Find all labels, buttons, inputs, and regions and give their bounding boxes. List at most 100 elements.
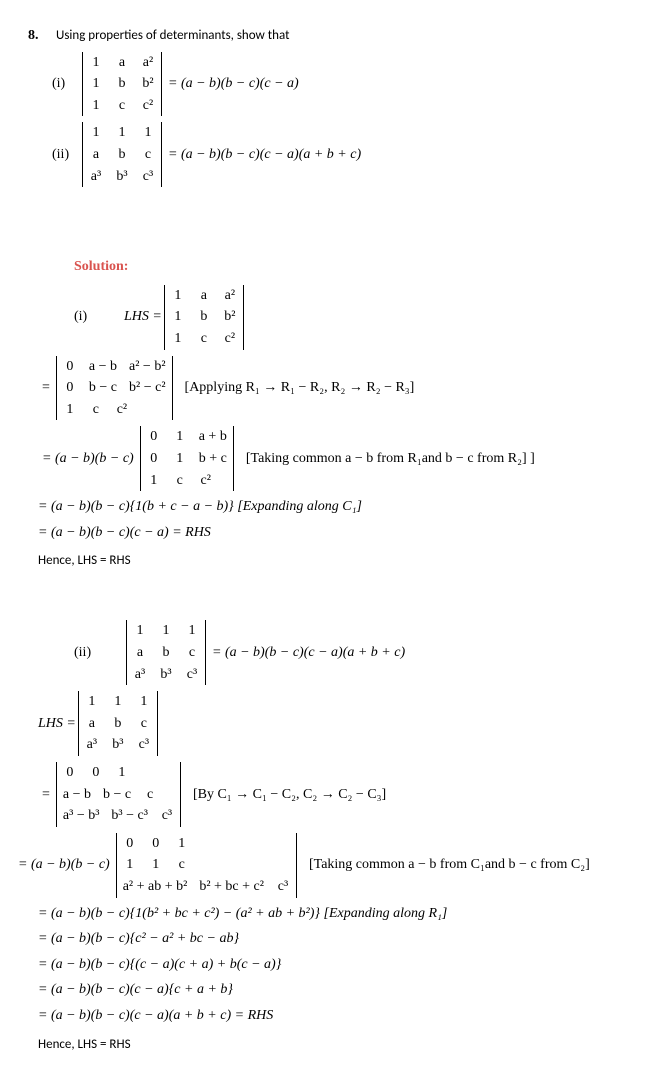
restate-rhs: = (a − b)(b − c)(c − a)(a + b + c) xyxy=(212,643,405,663)
cell: a xyxy=(79,713,105,735)
part-i-rhs: = (a − b)(b − c)(c − a) xyxy=(168,74,299,94)
cell: a³ − b³ xyxy=(57,805,106,827)
cell: 1 xyxy=(167,448,193,470)
sol-ii-det2: 001 11c a² + ab + b²b² + bc + c²c³ xyxy=(116,833,297,898)
cell: 0 xyxy=(57,356,83,378)
step1-prefix: = xyxy=(42,378,50,398)
cell: c xyxy=(135,144,161,166)
hence-i: Hence, LHS = RHS xyxy=(38,552,641,570)
part-i-sol-label: (i) xyxy=(74,307,124,327)
lhs-label: LHS = xyxy=(124,307,162,327)
cell: a − b xyxy=(83,356,123,378)
sol-i-det1: 0a − ba² − b² 0b − cb² − c² 1cc² xyxy=(56,356,173,421)
question-det-ii: 111 abc a³b³c³ xyxy=(82,122,162,187)
cell: c xyxy=(109,95,135,117)
sol-ii-restate-det: 111 abc a³b³c³ xyxy=(126,620,206,685)
cell: a xyxy=(83,144,109,166)
cell: c xyxy=(167,470,193,492)
cell: 0 xyxy=(141,426,167,448)
cell: 1 xyxy=(135,122,161,144)
cell: b − c xyxy=(97,784,137,806)
part-ii-label: (ii) xyxy=(52,145,80,165)
cell: 1 xyxy=(83,122,109,144)
part-ii-rhs: = (a − b)(b − c)(c − a)(a + b + c) xyxy=(168,145,361,165)
solution-label: Solution: xyxy=(74,257,641,277)
cell: c³ xyxy=(154,805,180,827)
cell: b³ xyxy=(153,664,179,686)
step6-ii: = (a − b)(b − c)(c − a){c + a + b} xyxy=(38,980,641,1000)
cell: a + b xyxy=(193,426,233,448)
cell: 1 xyxy=(179,620,205,642)
cell: 1 xyxy=(109,762,135,784)
cell: c xyxy=(191,328,217,350)
cell: 1 xyxy=(141,470,167,492)
cell: 1 xyxy=(57,399,83,421)
step3-ii: = (a − b)(b − c){1(b² + bc + c²) − (a² +… xyxy=(38,904,641,924)
cell: b³ xyxy=(109,166,135,188)
step7-ii: = (a − b)(b − c)(c − a)(a + b + c) = RHS xyxy=(38,1006,641,1026)
cell: a² xyxy=(135,52,161,74)
cell: 1 xyxy=(109,122,135,144)
hence-ii: Hence, LHS = RHS xyxy=(38,1036,641,1054)
cell: a − b xyxy=(57,784,97,806)
cell: c³ xyxy=(270,876,296,898)
cell: b² + bc + c² xyxy=(193,876,270,898)
question-prompt: Using properties of determinants, show t… xyxy=(56,27,289,45)
cell: c xyxy=(131,713,157,735)
cell: 0 xyxy=(143,833,169,855)
cell: b³ xyxy=(105,734,131,756)
lhs-label-ii: LHS = xyxy=(38,714,76,734)
cell: c xyxy=(83,399,109,421)
step3: = (a − b)(b − c){1(b + c − a − b)} [Expa… xyxy=(38,497,641,517)
cell: b² − c² xyxy=(123,377,172,399)
cell: c² xyxy=(135,95,161,117)
cell: 0 xyxy=(57,377,83,399)
cell: a³ xyxy=(79,734,105,756)
part-ii-sol-label: (ii) xyxy=(74,643,124,663)
step1-note-ii: [By C₁ → C₁ − C₂, C₂ → C₂ − C₃] xyxy=(193,785,386,805)
cell: b xyxy=(153,642,179,664)
cell: 0 xyxy=(141,448,167,470)
cell: 1 xyxy=(83,73,109,95)
step1-prefix-ii: = xyxy=(42,785,50,805)
cell: c² xyxy=(193,470,219,492)
cell: 1 xyxy=(165,328,191,350)
cell: c xyxy=(179,642,205,664)
question-det-i: 1aa² 1bb² 1cc² xyxy=(82,52,162,117)
cell: 1 xyxy=(143,854,169,876)
cell: 0 xyxy=(117,833,143,855)
cell: 1 xyxy=(165,306,191,328)
cell: b − c xyxy=(83,377,123,399)
cell: 1 xyxy=(83,52,109,74)
cell: b² xyxy=(135,73,161,95)
cell: b xyxy=(191,306,217,328)
step2-note-ii: [Taking common a − b from C₁and b − c fr… xyxy=(309,855,590,875)
cell: b² xyxy=(217,306,243,328)
cell: c² xyxy=(109,399,135,421)
cell: 1 xyxy=(131,691,157,713)
cell: a² − b² xyxy=(123,356,172,378)
cell: 1 xyxy=(165,285,191,307)
cell: 0 xyxy=(57,762,83,784)
cell: a xyxy=(127,642,153,664)
step4: = (a − b)(b − c)(c − a) = RHS xyxy=(38,523,641,543)
cell: b³ − c³ xyxy=(105,805,154,827)
cell: c xyxy=(137,784,163,806)
cell: b + c xyxy=(193,448,233,470)
sol-ii-det0: 111 abc a³b³c³ xyxy=(78,691,158,756)
cell: a xyxy=(109,52,135,74)
question-number: 8. xyxy=(28,26,56,46)
step5-ii: = (a − b)(b − c){(c − a)(c + a) + b(c − … xyxy=(38,955,641,975)
cell: a² xyxy=(217,285,243,307)
cell: 1 xyxy=(83,95,109,117)
cell: 1 xyxy=(117,854,143,876)
step2-note: [Taking common a − b from R₁and b − c fr… xyxy=(246,449,535,469)
cell: 1 xyxy=(127,620,153,642)
step1-note: [Applying R₁ → R₁ − R₂, R₂ → R₂ − R₃] xyxy=(185,378,415,398)
sol-i-det0: 1aa² 1bb² 1cc² xyxy=(164,285,244,350)
cell: c² xyxy=(217,328,243,350)
step2-prefix-ii: = (a − b)(b − c) xyxy=(18,855,110,875)
sol-i-det2: 01a + b 01b + c 1cc² xyxy=(140,426,234,491)
cell: c³ xyxy=(131,734,157,756)
step2-prefix: = (a − b)(b − c) xyxy=(42,449,134,469)
